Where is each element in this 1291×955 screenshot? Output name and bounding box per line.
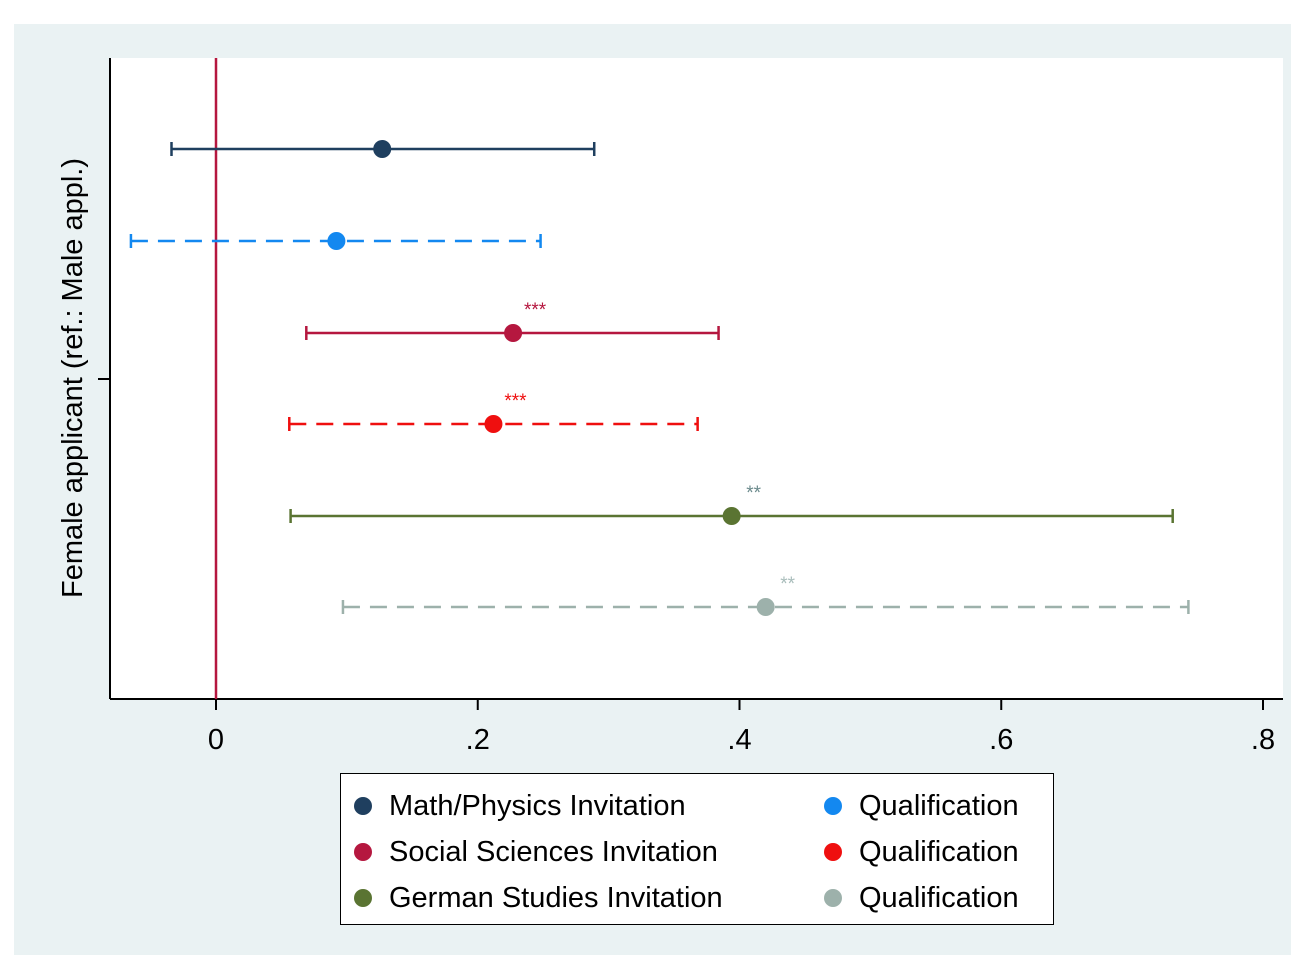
significance-stars: ***: [524, 300, 547, 321]
legend-label: Qualification: [859, 835, 1019, 868]
significance-stars: **: [780, 574, 795, 595]
point-estimate: [756, 598, 775, 616]
x-tick-label: .2: [466, 724, 490, 756]
significance-stars: **: [746, 483, 761, 504]
point-estimate: [327, 232, 346, 250]
legend-marker-icon: [824, 843, 842, 861]
point-estimate: [504, 324, 523, 342]
x-tick-label: .6: [989, 724, 1013, 756]
legend-marker-icon: [354, 889, 372, 907]
x-tick-label: .8: [1251, 724, 1275, 756]
legend-item-social-sciences-qualification: Qualification: [824, 832, 1019, 872]
legend-item-math-physics-qualification: Qualification: [824, 786, 1019, 826]
point-estimate: [722, 507, 741, 525]
plot-area: [110, 58, 1283, 699]
legend-label: Social Sciences Invitation: [389, 835, 718, 868]
x-tick-label: .4: [727, 724, 751, 756]
point-estimate: [484, 415, 503, 433]
point-estimate: [373, 140, 392, 158]
significance-stars: ***: [504, 391, 527, 412]
legend-marker-icon: [354, 797, 372, 815]
legend-marker-icon: [354, 843, 372, 861]
legend-item-math-physics-invitation: Math/Physics Invitation: [354, 786, 686, 826]
legend-label: Qualification: [859, 789, 1019, 822]
legend-marker-icon: [824, 889, 842, 907]
legend-item-german-studies-qualification: Qualification: [824, 878, 1019, 918]
x-tick-label: 0: [208, 724, 224, 756]
legend-label: German Studies Invitation: [389, 881, 723, 914]
legend-item-german-studies-invitation: German Studies Invitation: [354, 878, 723, 918]
legend-marker-icon: [824, 797, 842, 815]
legend-label: Qualification: [859, 881, 1019, 914]
legend: Math/Physics Invitation Qualification So…: [340, 773, 1054, 925]
legend-item-social-sciences-invitation: Social Sciences Invitation: [354, 832, 718, 872]
y-axis-label: Female applicant (ref.: Male appl.): [57, 158, 89, 598]
legend-label: Math/Physics Invitation: [389, 789, 686, 822]
